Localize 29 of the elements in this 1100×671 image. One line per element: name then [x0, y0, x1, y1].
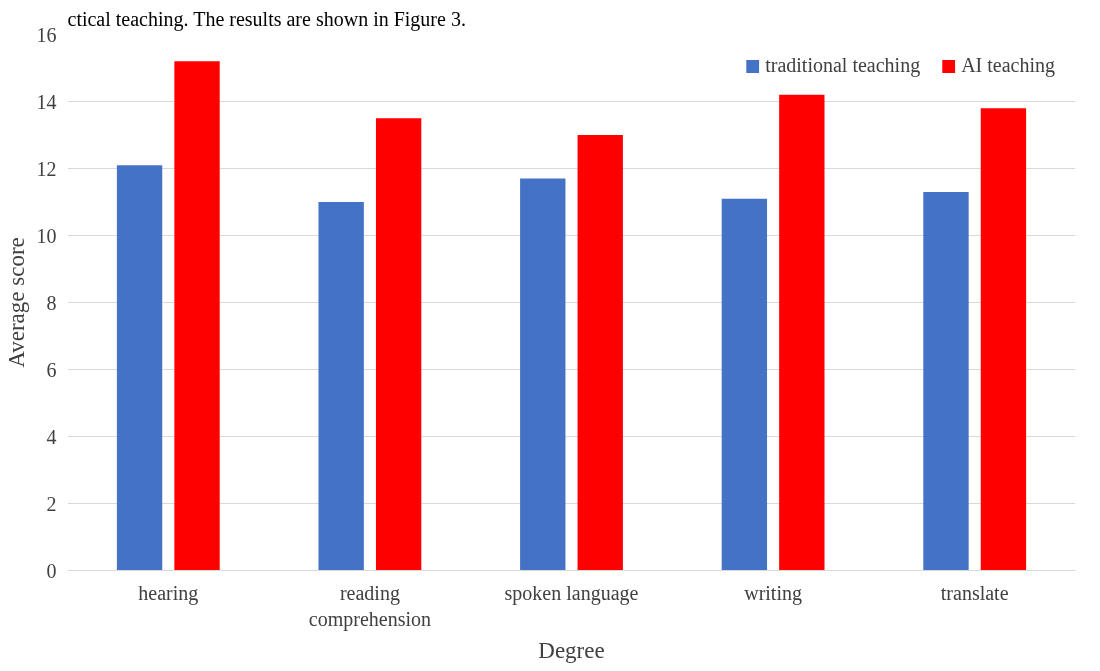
bar: [174, 61, 220, 571]
y-tick-label: 0: [46, 559, 57, 582]
bar: [375, 118, 422, 571]
x-tick-label: hearing: [138, 581, 199, 605]
bar: [577, 135, 623, 571]
bar: [923, 191, 969, 571]
bar: [721, 198, 768, 571]
bar: [520, 178, 566, 571]
legend-label: traditional teaching: [765, 54, 921, 77]
y-tick-label: 16: [36, 23, 57, 46]
y-tick-label: 8: [46, 291, 57, 314]
bar: [116, 165, 163, 571]
x-tick-label: reading comprehension: [308, 581, 431, 631]
text: ctical teaching. The results are shown in Figure 3.: [67, 7, 466, 31]
bar: [779, 94, 825, 571]
x-tick-label: spoken language: [504, 581, 639, 605]
y-tick-label: 4: [46, 425, 57, 448]
bar: [318, 202, 364, 571]
y-tick-label: 10: [36, 224, 57, 247]
bar: [980, 108, 1027, 571]
x-tick-label: translate: [940, 581, 1009, 604]
y-axis-title: Average score: [3, 237, 29, 368]
x-axis-title: Degree: [538, 637, 605, 663]
legend-label: AI teaching: [961, 54, 1055, 77]
y-tick-label: 14: [36, 90, 57, 113]
y-tick-label: 2: [46, 492, 57, 515]
y-tick-label: 6: [46, 358, 57, 381]
y-tick-label: 12: [36, 157, 57, 180]
x-tick-label: writing: [744, 581, 802, 605]
